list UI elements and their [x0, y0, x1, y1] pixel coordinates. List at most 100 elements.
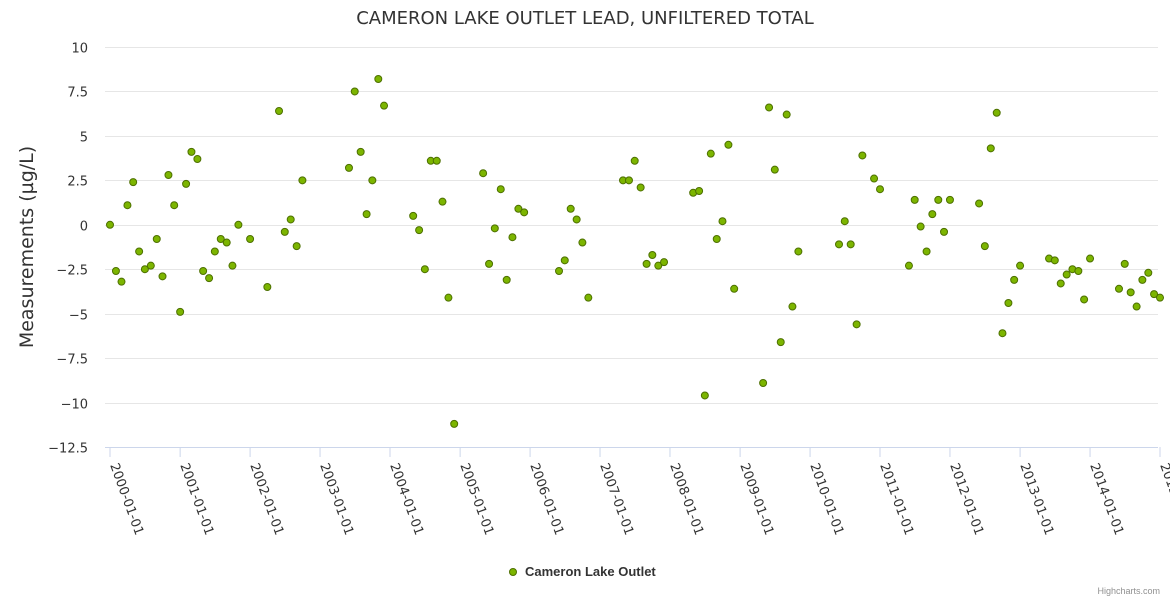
data-point	[642, 259, 651, 268]
data-point	[986, 144, 995, 153]
data-point	[858, 151, 867, 160]
data-point	[695, 187, 704, 195]
data-point	[776, 338, 785, 347]
data-point	[934, 195, 943, 204]
data-point	[146, 261, 155, 270]
data-point	[945, 195, 954, 204]
data-point	[135, 247, 144, 256]
data-point	[280, 227, 289, 236]
data-point	[170, 201, 179, 210]
data-point	[1086, 254, 1095, 263]
data-point	[222, 238, 231, 247]
data-point	[724, 140, 733, 149]
data-point	[980, 242, 989, 251]
data-point	[876, 185, 885, 194]
chart-title: CAMERON LAKE OUTLET LEAD, UNFILTERED TOT…	[356, 8, 814, 29]
data-point	[840, 217, 849, 226]
data-point	[1016, 261, 1025, 270]
data-point	[193, 155, 202, 163]
y-tick-label: −5	[69, 309, 88, 324]
y-axis-ticks: 10 7.5 5 2.5 0 −2.5 −5 −7.5 −10 −12.5	[48, 42, 88, 457]
data-point	[502, 275, 511, 284]
data-point	[140, 265, 149, 274]
data-point	[630, 156, 639, 165]
data-point	[1080, 295, 1089, 304]
data-point	[835, 240, 844, 249]
data-point	[1114, 284, 1123, 293]
y-tick-label: −7.5	[56, 353, 88, 368]
data-point	[1132, 302, 1141, 311]
data-point	[852, 320, 861, 329]
data-point	[998, 329, 1007, 338]
data-point	[444, 293, 453, 302]
data-point	[846, 240, 855, 249]
data-point	[158, 272, 167, 281]
data-point	[1056, 279, 1065, 288]
legend[interactable]: Cameron Lake Outlet	[509, 564, 657, 579]
data-point	[578, 238, 587, 247]
data-point	[788, 302, 797, 311]
data-point	[975, 199, 984, 208]
y-tick-label: 0	[80, 220, 88, 235]
y-tick-label: −2.5	[56, 264, 88, 279]
data-point	[759, 379, 768, 387]
data-point	[246, 235, 255, 243]
data-point	[1138, 275, 1147, 284]
data-point	[718, 217, 727, 226]
data-point	[560, 256, 569, 265]
data-point	[782, 110, 791, 119]
data-point	[176, 307, 185, 316]
data-point	[794, 247, 803, 256]
data-point	[490, 224, 499, 233]
data-point	[106, 220, 114, 229]
data-point	[356, 147, 365, 156]
credits-link[interactable]: Highcharts.com	[1097, 586, 1160, 596]
data-point	[572, 215, 581, 224]
data-point	[1156, 293, 1164, 302]
data-point	[870, 174, 879, 183]
legend-marker-icon	[509, 568, 517, 576]
data-point	[234, 220, 243, 229]
y-tick-label: −10	[61, 398, 88, 413]
data-point	[368, 176, 377, 185]
data-point	[555, 267, 564, 275]
data-point	[216, 235, 225, 243]
legend-item-cameron-lake-outlet[interactable]: Cameron Lake Outlet	[525, 564, 656, 579]
data-point	[286, 215, 295, 224]
data-point	[508, 233, 517, 242]
data-point	[1010, 275, 1019, 284]
y-axis-label: Measurements (µg/L)	[16, 146, 38, 348]
data-point	[992, 108, 1001, 117]
data-point	[450, 419, 459, 428]
data-point	[1126, 288, 1135, 297]
data-point	[648, 251, 657, 259]
data-point	[922, 247, 931, 256]
data-point	[187, 147, 196, 156]
data-point	[228, 261, 237, 270]
data-point	[182, 179, 191, 188]
data-point	[409, 211, 418, 220]
data-point	[1144, 268, 1153, 277]
data-point	[624, 176, 633, 185]
data-point	[770, 165, 779, 174]
data-point	[485, 259, 494, 268]
data-point	[298, 176, 307, 185]
data-point	[584, 293, 593, 302]
data-point	[1004, 299, 1013, 307]
data-point	[910, 195, 919, 204]
data-point	[350, 87, 359, 96]
y-tick-label: 10	[71, 42, 88, 57]
data-point	[660, 258, 669, 267]
data-point	[916, 222, 925, 231]
data-point	[129, 178, 138, 187]
data-point	[730, 284, 739, 293]
data-point	[380, 101, 389, 110]
data-point	[765, 103, 774, 112]
data-point	[123, 201, 132, 210]
y-tick-label: 7.5	[67, 86, 88, 101]
data-point	[275, 107, 284, 115]
data-point	[420, 265, 429, 274]
data-point	[700, 391, 709, 400]
data-point	[1050, 256, 1059, 265]
data-point	[438, 197, 447, 206]
